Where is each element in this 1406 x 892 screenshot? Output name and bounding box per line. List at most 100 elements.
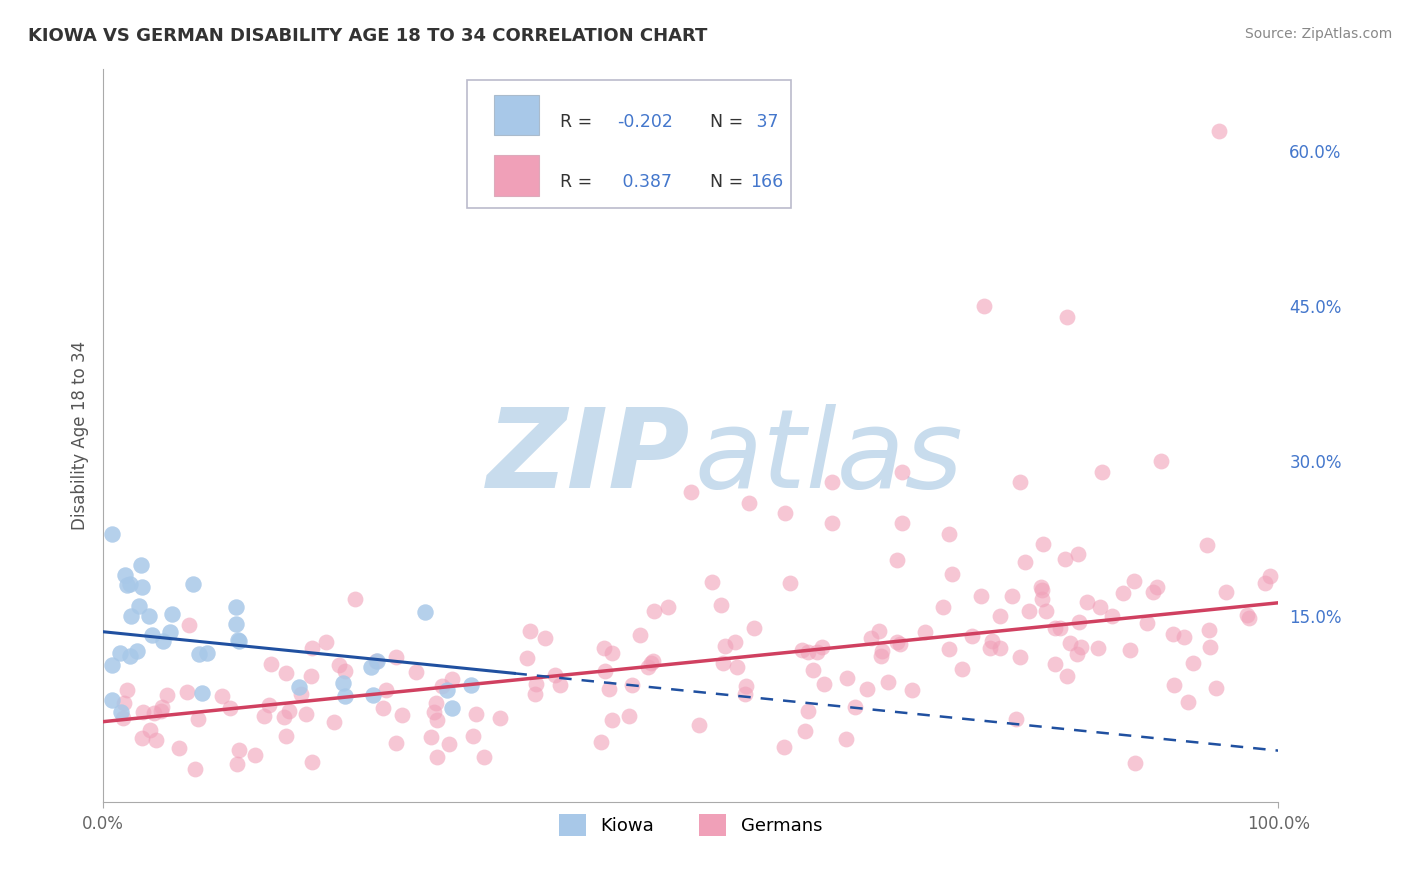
Point <box>1076 595 1098 609</box>
Point <box>932 599 955 614</box>
Point <box>1173 630 1195 644</box>
Point <box>711 657 734 671</box>
Point <box>1091 465 1114 479</box>
Point <box>1049 621 1071 635</box>
Point <box>385 650 408 665</box>
Point <box>108 646 131 660</box>
Point <box>870 644 893 658</box>
Point <box>794 724 817 739</box>
Point <box>114 697 136 711</box>
Point <box>773 506 796 520</box>
Point <box>811 640 834 654</box>
Point <box>114 567 136 582</box>
Text: 0.387: 0.387 <box>617 173 672 192</box>
Y-axis label: Disability Age 18 to 34: Disability Age 18 to 34 <box>72 341 89 530</box>
Point <box>101 693 124 707</box>
Point <box>465 706 488 721</box>
Point <box>253 709 276 723</box>
Point <box>941 567 963 582</box>
Point <box>591 735 613 749</box>
Point <box>1101 608 1123 623</box>
Point <box>1067 615 1090 630</box>
Point <box>1087 641 1109 656</box>
Point <box>734 687 756 701</box>
Point <box>426 750 449 764</box>
Point <box>1119 643 1142 657</box>
Point <box>228 634 250 648</box>
Point <box>602 646 624 660</box>
Point <box>436 683 458 698</box>
Point <box>460 678 482 692</box>
Point <box>301 641 323 656</box>
Point <box>1163 678 1185 692</box>
Point <box>112 711 135 725</box>
Point <box>225 756 247 771</box>
Point <box>938 642 960 657</box>
Text: N =: N = <box>699 173 748 192</box>
Point <box>143 706 166 720</box>
Point <box>821 516 844 531</box>
Point <box>950 662 973 676</box>
Point <box>962 629 984 643</box>
Point <box>299 669 322 683</box>
Point <box>837 672 859 686</box>
Point <box>332 675 354 690</box>
Point <box>548 678 571 692</box>
Point <box>225 600 247 615</box>
Point <box>637 660 659 674</box>
Point <box>1198 623 1220 637</box>
Point <box>169 740 191 755</box>
Point <box>1205 681 1227 695</box>
Point <box>979 641 1001 656</box>
Point <box>187 712 209 726</box>
Point <box>1054 552 1077 566</box>
Point <box>688 718 710 732</box>
Point <box>156 688 179 702</box>
Point <box>333 690 356 704</box>
Point <box>723 634 745 648</box>
Point <box>801 664 824 678</box>
Point <box>523 687 546 701</box>
Point <box>886 553 908 567</box>
Point <box>138 609 160 624</box>
Point <box>744 621 766 635</box>
Point <box>813 676 835 690</box>
Point <box>1208 123 1230 137</box>
Point <box>425 697 447 711</box>
Point <box>211 689 233 703</box>
Point <box>1032 537 1054 551</box>
Point <box>277 704 299 718</box>
Point <box>1111 586 1133 600</box>
Point <box>288 680 311 694</box>
Point <box>821 475 844 489</box>
Point <box>970 590 993 604</box>
Point <box>1014 555 1036 569</box>
Point <box>1031 583 1053 598</box>
Text: ZIP: ZIP <box>486 404 690 511</box>
Point <box>1161 627 1184 641</box>
Point <box>374 682 396 697</box>
Point <box>139 723 162 737</box>
Point <box>219 701 242 715</box>
Point <box>835 732 858 747</box>
Point <box>225 616 247 631</box>
Point <box>228 742 250 756</box>
Point <box>195 646 218 660</box>
Point <box>274 665 297 680</box>
Point <box>797 704 820 718</box>
Point <box>714 639 737 653</box>
Point <box>110 706 132 720</box>
Point <box>533 631 555 645</box>
Point <box>598 682 620 697</box>
Point <box>315 634 337 648</box>
Point <box>118 577 141 591</box>
Point <box>1239 611 1261 625</box>
Point <box>257 698 280 713</box>
Point <box>1043 621 1066 635</box>
Point <box>181 576 204 591</box>
Point <box>118 648 141 663</box>
Point <box>889 637 911 651</box>
Point <box>226 633 249 648</box>
Bar <box>495 155 538 195</box>
Point <box>1177 695 1199 709</box>
